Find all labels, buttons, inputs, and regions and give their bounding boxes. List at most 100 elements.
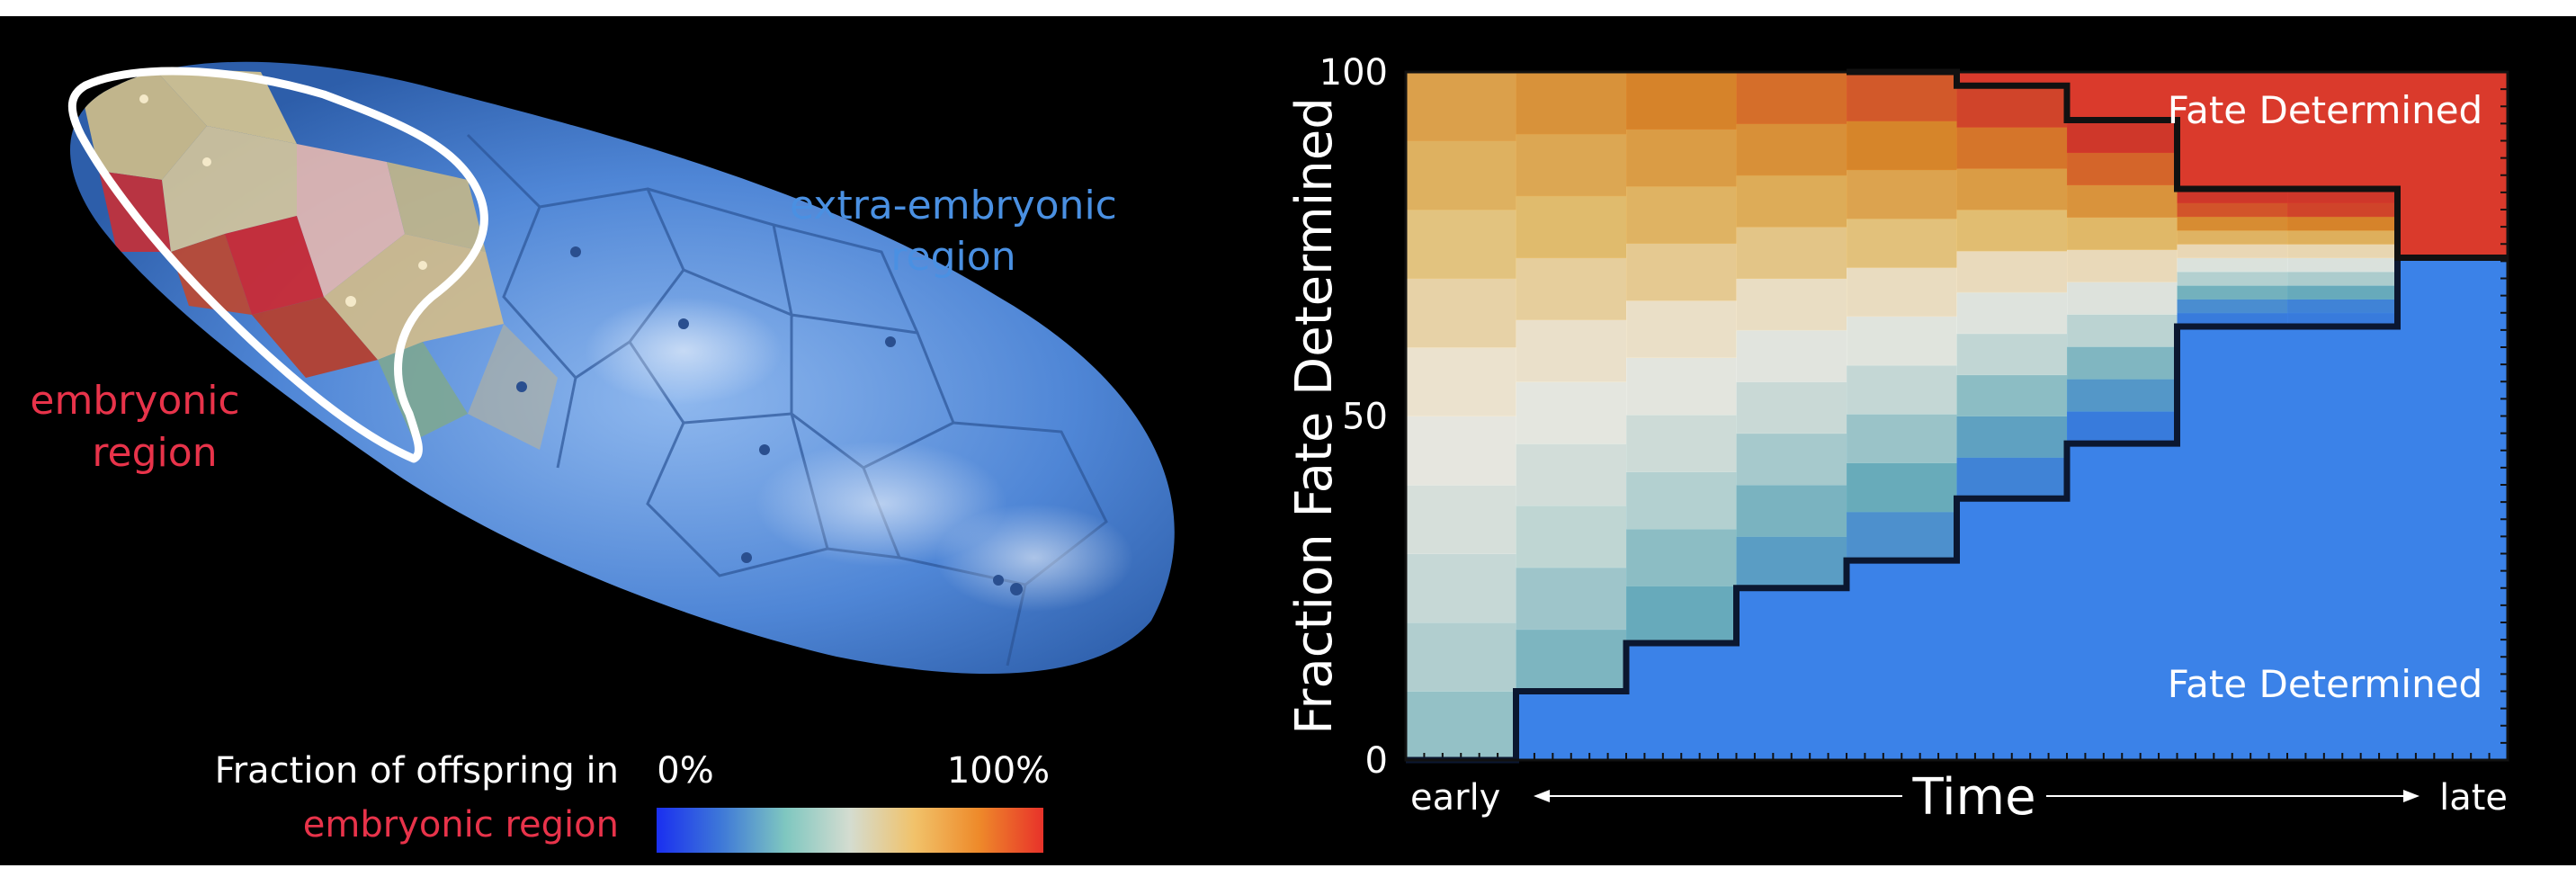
lower-region-bar <box>2287 327 2398 760</box>
fate-cell <box>2287 257 2398 273</box>
fate-cell <box>2287 202 2398 218</box>
fate-cell <box>2067 282 2178 315</box>
upper-boundary-line <box>1847 68 2508 262</box>
fate-cell <box>1406 140 1516 210</box>
fate-cell <box>2177 285 2288 300</box>
fate-cell <box>1406 553 1516 623</box>
fate-cell <box>1847 169 1957 219</box>
fate-cell <box>1847 218 1957 268</box>
fate-cell <box>1736 433 1847 486</box>
fate-cell <box>1516 72 1627 135</box>
x-axis-early-label: early <box>1410 777 1500 819</box>
upper-region-label: Fate Determined <box>2168 88 2482 132</box>
fate-cell <box>1626 528 1737 586</box>
fate-cell <box>2177 216 2288 231</box>
fate-cell <box>2177 257 2288 273</box>
fate-cell <box>1736 278 1847 331</box>
upper-region-bar <box>2287 72 2398 190</box>
fate-cell <box>2067 184 2178 218</box>
lower-region-bar <box>1956 498 2068 760</box>
fate-cell <box>1406 278 1516 348</box>
fate-cell <box>1736 381 1847 434</box>
fate-cell <box>1956 291 2068 335</box>
fate-cell <box>1956 333 2068 376</box>
lower-region-bar <box>2067 443 2178 760</box>
fate-cell <box>1626 357 1737 416</box>
fate-cell <box>1626 586 1737 644</box>
fate-cell <box>2287 216 2398 231</box>
embryonic-label-line2: region <box>92 430 217 476</box>
extra-embryonic-label-line2: region <box>890 234 1015 280</box>
fate-cell <box>2067 152 2178 185</box>
fate-cell <box>2177 299 2288 314</box>
fate-cell <box>1847 511 1957 561</box>
colorbar-max-label: 100% <box>947 750 1050 792</box>
chart-cells <box>1406 72 2398 761</box>
colorbar-caption-line1: Fraction of offspring in <box>215 750 619 792</box>
fate-cell <box>1736 72 1847 124</box>
y-tick-labels: 0 50 100 <box>1319 52 1388 782</box>
fate-cell <box>1406 622 1516 692</box>
chart-regions <box>1516 72 2509 760</box>
fate-cell <box>1406 72 1516 141</box>
fate-cell <box>1956 250 2068 293</box>
late-arrow-head <box>2403 790 2419 802</box>
fate-cell <box>1736 485 1847 537</box>
fate-cell <box>1956 85 2068 128</box>
fate-cell <box>2177 189 2288 203</box>
fate-cell <box>1736 123 1847 176</box>
fate-cell <box>2177 271 2288 286</box>
fate-cell <box>1956 374 2068 416</box>
fate-cell <box>1847 316 1957 366</box>
fate-cell <box>1516 629 1627 692</box>
lower-region-bar <box>1847 560 1957 760</box>
early-arrow-head <box>1534 790 1550 802</box>
upper-region-bar <box>1956 72 2068 86</box>
fate-cell <box>1736 329 1847 382</box>
fate-cell <box>1516 443 1627 506</box>
fate-cell <box>1516 257 1627 320</box>
embryo-illustration <box>67 61 1175 675</box>
x-axis-label: Time <box>1911 768 2035 827</box>
fate-cell <box>2287 244 2398 259</box>
fate-cell <box>2067 217 2178 250</box>
fate-cell <box>1956 210 2068 252</box>
lower-boundary-line <box>1406 255 2508 764</box>
plot-frame <box>1404 70 2509 762</box>
fate-chart: Fate Determined Fate Determined 0 50 100 F… <box>1285 52 2509 827</box>
lower-region-bar <box>1516 691 1627 760</box>
lower-region-bar <box>2397 257 2509 760</box>
embryonic-label-line1: embryonic <box>30 378 239 424</box>
fate-cell <box>1406 210 1516 279</box>
fate-cell <box>1736 227 1847 279</box>
fate-cell <box>1516 195 1627 259</box>
lower-region-label: Fate Determined <box>2168 662 2482 706</box>
time-arrows <box>1534 790 2419 802</box>
fate-cell <box>1847 267 1957 318</box>
fate-cell <box>2067 346 2178 380</box>
upper-region-bar <box>2067 72 2178 121</box>
x-axis-late-label: late <box>2439 777 2508 819</box>
fate-cell <box>2287 285 2398 300</box>
fate-cell <box>1626 185 1737 244</box>
fate-cell <box>1406 691 1516 761</box>
fate-cell <box>1516 381 1627 444</box>
extra-embryonic-label-line1: extra-embryonic <box>790 183 1117 228</box>
fate-cell <box>1956 457 2068 499</box>
fate-cell <box>1406 485 1516 554</box>
colorbar-legend: Fraction of offspring in embryonic regio… <box>215 750 1050 853</box>
colorbar-caption-line2: embryonic region <box>303 804 619 846</box>
fate-cell <box>1406 347 1516 416</box>
fate-cell <box>1736 175 1847 228</box>
fate-cell <box>2177 202 2288 218</box>
fate-cell <box>2287 299 2398 314</box>
fate-cell <box>1847 121 1957 171</box>
fate-cell <box>1516 567 1627 631</box>
fate-cell <box>1956 127 2068 169</box>
fate-cell <box>1516 133 1627 197</box>
fate-cell <box>1406 416 1516 486</box>
lower-region-bar <box>1736 587 1847 760</box>
fate-cell <box>2067 379 2178 412</box>
fate-cell <box>1956 168 2068 210</box>
